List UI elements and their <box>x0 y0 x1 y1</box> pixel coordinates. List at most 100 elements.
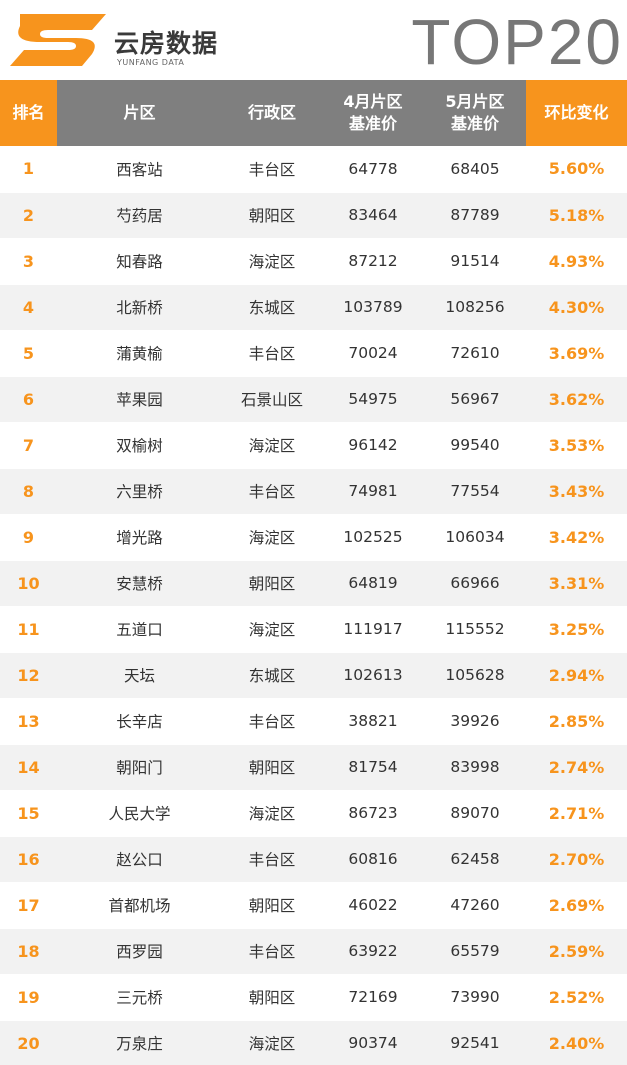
area-cell: 首都机场 <box>57 882 222 929</box>
table-body: 1 西客站 丰台区 64778 68405 5.60% 2 芍药居 朝阳区 83464 87789 5… <box>0 146 627 1065</box>
table-row: 6 苹果园 石景山区 54975 56967 3.62% <box>0 376 627 423</box>
table-row: 19 三元桥 朝阳区 72169 73990 2.52% <box>0 974 627 1021</box>
district-cell: 东城区 <box>222 284 322 331</box>
district-cell: 丰台区 <box>222 330 322 377</box>
rank-cell: 6 <box>0 376 57 423</box>
change-cell: 2.70% <box>526 836 627 883</box>
district-cell: 朝阳区 <box>222 974 322 1021</box>
rank-cell: 19 <box>0 974 57 1021</box>
may-price-cell: 73990 <box>424 974 526 1021</box>
table-row: 4 北新桥 东城区 103789 108256 4.30% <box>0 284 627 331</box>
table-row: 17 首都机场 朝阳区 46022 47260 2.69% <box>0 882 627 929</box>
rank-cell: 8 <box>0 468 57 515</box>
area-cell: 知春路 <box>57 238 222 285</box>
table-header-row: 排名 片区 行政区 4月片区 基准价 5月片区 基准价 环比变化 <box>0 80 627 146</box>
area-cell: 赵公口 <box>57 836 222 883</box>
april-price-cell: 102613 <box>322 652 424 699</box>
april-price-cell: 96142 <box>322 422 424 469</box>
change-cell: 2.52% <box>526 974 627 1021</box>
rank-cell: 16 <box>0 836 57 883</box>
april-price-cell: 90374 <box>322 1020 424 1065</box>
may-price-cell: 99540 <box>424 422 526 469</box>
rank-cell: 3 <box>0 238 57 285</box>
area-cell: 北新桥 <box>57 284 222 331</box>
table-row: 2 芍药居 朝阳区 83464 87789 5.18% <box>0 192 627 239</box>
header-april-line2: 基准价 <box>348 114 397 133</box>
district-cell: 海淀区 <box>222 238 322 285</box>
rank-cell: 17 <box>0 882 57 929</box>
may-price-cell: 91514 <box>424 238 526 285</box>
header-area: 片区 <box>57 80 222 146</box>
may-price-cell: 89070 <box>424 790 526 837</box>
table-row: 1 西客站 丰台区 64778 68405 5.60% <box>0 146 627 193</box>
change-cell: 2.59% <box>526 928 627 975</box>
may-price-cell: 47260 <box>424 882 526 929</box>
area-cell: 万泉庄 <box>57 1020 222 1065</box>
may-price-cell: 72610 <box>424 330 526 377</box>
area-cell: 长辛店 <box>57 698 222 745</box>
april-price-cell: 102525 <box>322 514 424 561</box>
table-row: 11 五道口 海淀区 111917 115552 3.25% <box>0 606 627 653</box>
header-may-line2: 基准价 <box>450 114 499 133</box>
april-price-cell: 64778 <box>322 146 424 193</box>
april-price-cell: 103789 <box>322 284 424 331</box>
change-cell: 2.85% <box>526 698 627 745</box>
change-cell: 4.30% <box>526 284 627 331</box>
may-price-cell: 66966 <box>424 560 526 607</box>
area-cell: 三元桥 <box>57 974 222 1021</box>
april-price-cell: 38821 <box>322 698 424 745</box>
header-may-line1: 5月片区 <box>445 92 505 111</box>
district-cell: 海淀区 <box>222 422 322 469</box>
district-cell: 朝阳区 <box>222 744 322 791</box>
may-price-cell: 106034 <box>424 514 526 561</box>
area-cell: 芍药居 <box>57 192 222 239</box>
rank-cell: 12 <box>0 652 57 699</box>
change-cell: 3.69% <box>526 330 627 377</box>
april-price-cell: 111917 <box>322 606 424 653</box>
may-price-cell: 105628 <box>424 652 526 699</box>
april-price-cell: 63922 <box>322 928 424 975</box>
rank-cell: 18 <box>0 928 57 975</box>
area-cell: 安慧桥 <box>57 560 222 607</box>
april-price-cell: 46022 <box>322 882 424 929</box>
table-row: 14 朝阳门 朝阳区 81754 83998 2.74% <box>0 744 627 791</box>
may-price-cell: 65579 <box>424 928 526 975</box>
table-row: 15 人民大学 海淀区 86723 89070 2.71% <box>0 790 627 837</box>
header-may-price: 5月片区 基准价 <box>424 80 526 146</box>
change-cell: 2.94% <box>526 652 627 699</box>
change-cell: 2.74% <box>526 744 627 791</box>
district-cell: 丰台区 <box>222 836 322 883</box>
may-price-cell: 115552 <box>424 606 526 653</box>
table-row: 13 长辛店 丰台区 38821 39926 2.85% <box>0 698 627 745</box>
rank-cell: 10 <box>0 560 57 607</box>
district-cell: 丰台区 <box>222 698 322 745</box>
may-price-cell: 56967 <box>424 376 526 423</box>
change-cell: 2.69% <box>526 882 627 929</box>
table-row: 10 安慧桥 朝阳区 64819 66966 3.31% <box>0 560 627 607</box>
area-cell: 苹果园 <box>57 376 222 423</box>
change-cell: 3.42% <box>526 514 627 561</box>
area-cell: 双榆树 <box>57 422 222 469</box>
rank-cell: 2 <box>0 192 57 239</box>
district-cell: 海淀区 <box>222 790 322 837</box>
area-cell: 蒲黄榆 <box>57 330 222 377</box>
change-cell: 2.40% <box>526 1020 627 1065</box>
district-cell: 朝阳区 <box>222 192 322 239</box>
april-price-cell: 83464 <box>322 192 424 239</box>
area-cell: 人民大学 <box>57 790 222 837</box>
may-price-cell: 62458 <box>424 836 526 883</box>
may-price-cell: 87789 <box>424 192 526 239</box>
april-price-cell: 54975 <box>322 376 424 423</box>
page-title: TOP20 <box>411 6 623 78</box>
april-price-cell: 86723 <box>322 790 424 837</box>
change-cell: 3.31% <box>526 560 627 607</box>
change-cell: 3.43% <box>526 468 627 515</box>
header-april-price: 4月片区 基准价 <box>322 80 424 146</box>
change-cell: 3.53% <box>526 422 627 469</box>
april-price-cell: 87212 <box>322 238 424 285</box>
change-cell: 3.62% <box>526 376 627 423</box>
table-row: 18 西罗园 丰台区 63922 65579 2.59% <box>0 928 627 975</box>
april-price-cell: 64819 <box>322 560 424 607</box>
may-price-cell: 77554 <box>424 468 526 515</box>
table-row: 5 蒲黄榆 丰台区 70024 72610 3.69% <box>0 330 627 377</box>
